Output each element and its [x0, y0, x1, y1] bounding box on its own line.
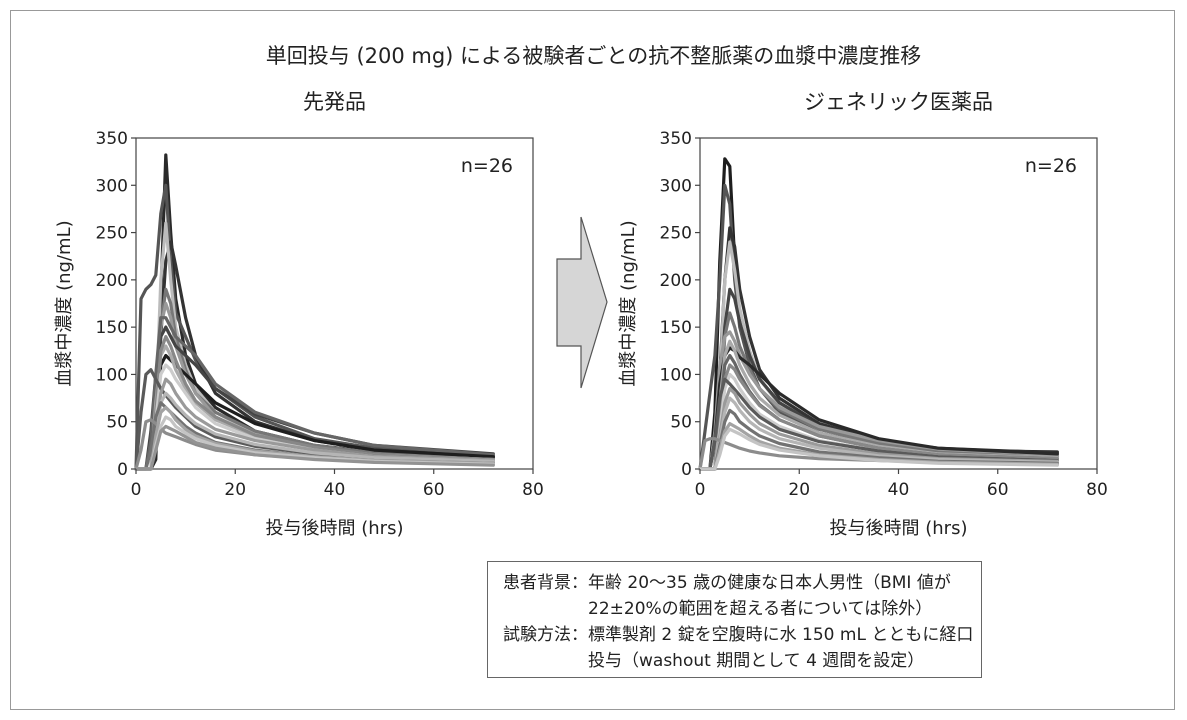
series-line-0: [698, 157, 1059, 471]
y-tick-label: 250: [96, 224, 128, 244]
y-tick-label: 300: [660, 176, 692, 196]
y-tick-label: 0: [117, 460, 128, 480]
note-row-test-method: 試験方法： 標準製剤 2 錠を空腹時に水 150 mL とともに経口投与（was…: [503, 622, 981, 674]
y-tick-label: 0: [681, 460, 692, 480]
x-tick-label: 60: [423, 480, 445, 500]
figure-title: 単回投与 (200 mg) による被験者ごとの抗不整脈薬の血漿中濃度推移: [265, 44, 922, 68]
y-tick-label: 300: [96, 176, 128, 196]
series-line-1: [134, 183, 495, 471]
x-tick-label: 0: [131, 480, 142, 500]
note-label: 試験方法：: [503, 625, 588, 645]
x-axis-label: 投与後時間 (hrs): [266, 518, 404, 539]
y-axis-label: 血漿中濃度 (ng/mL): [618, 220, 639, 386]
sample-size-annotation: n=26: [461, 155, 513, 177]
study-notes-box: 患者背景： 年齢 20〜35 歳の健康な日本人男性（BMI 値が 22±20%の…: [487, 561, 982, 678]
y-tick-label: 50: [106, 413, 128, 433]
y-tick-label: 150: [96, 318, 128, 338]
y-tick-label: 50: [670, 413, 692, 433]
y-axis-label: 血漿中濃度 (ng/mL): [54, 220, 75, 386]
x-tick-label: 40: [324, 480, 346, 500]
y-tick-label: 200: [660, 271, 692, 291]
panel-title-brand: 先発品: [303, 90, 366, 114]
plot-frame: [135, 137, 534, 470]
y-tick-label: 200: [96, 271, 128, 291]
chart-generic: 0 50 100 150 200 250 300 350 0 20 40 60 80 投与後時間 (hrs…: [618, 129, 1108, 539]
x-tick-label: 0: [695, 480, 706, 500]
series-line-7: [134, 316, 495, 471]
y-tick-label: 150: [660, 318, 692, 338]
note-text: 年齢 20〜35 歳の健康な日本人男性（BMI 値が 22±20%の範囲を超える…: [588, 573, 951, 619]
note-row-patient-background: 患者背景： 年齢 20〜35 歳の健康な日本人男性（BMI 値が 22±20%の…: [503, 570, 981, 622]
panel-title-generic: ジェネリック医薬品: [804, 90, 993, 114]
y-tick-label: 250: [660, 224, 692, 244]
x-tick-label: 80: [1086, 480, 1108, 500]
series-line-19: [134, 424, 495, 471]
x-tick-label: 80: [522, 480, 544, 500]
sample-size-annotation: n=26: [1025, 155, 1077, 177]
y-tick-label: 100: [96, 365, 128, 385]
x-tick-label: 20: [224, 480, 246, 500]
note-text: 標準製剤 2 錠を空腹時に水 150 mL とともに経口投与（washout 期…: [588, 625, 974, 671]
x-tick-label: 40: [888, 480, 910, 500]
series-line-18: [698, 427, 1059, 471]
y-tick-label: 350: [96, 129, 128, 149]
x-tick-label: 60: [987, 480, 1009, 500]
chart-brand: 0 50 100 150 200 250 300 350 0 20 40 60 80 投与後時間 (hrs…: [54, 129, 544, 539]
y-tick-label: 350: [660, 129, 692, 149]
series-line-12: [698, 377, 1059, 471]
x-tick-label: 20: [788, 480, 810, 500]
x-axis-label: 投与後時間 (hrs): [830, 518, 968, 539]
series-line-3: [698, 240, 1059, 471]
figure-frame: [10, 10, 1175, 710]
y-tick-label: 100: [660, 365, 692, 385]
right-arrow-icon: [556, 216, 608, 389]
plot-frame: [699, 137, 1098, 470]
note-label: 患者背景：: [503, 573, 588, 593]
